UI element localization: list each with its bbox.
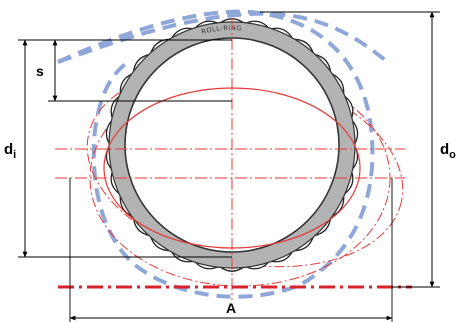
label-do: do (440, 141, 456, 161)
label-A: A (226, 300, 236, 316)
label-di: di (4, 141, 16, 161)
deformed-outline-blue (57, 9, 375, 299)
label-s: s (36, 63, 44, 79)
ring-brand-textpath: ROLL-RING (201, 24, 242, 36)
label-do-main: d (440, 141, 449, 158)
label-di-main: d (4, 141, 13, 158)
ring-brand-text: ROLL-RING (201, 24, 243, 36)
deformed-outline-blue-top (57, 11, 387, 64)
label-do-sub: o (449, 149, 456, 161)
label-di-sub: i (13, 149, 16, 161)
